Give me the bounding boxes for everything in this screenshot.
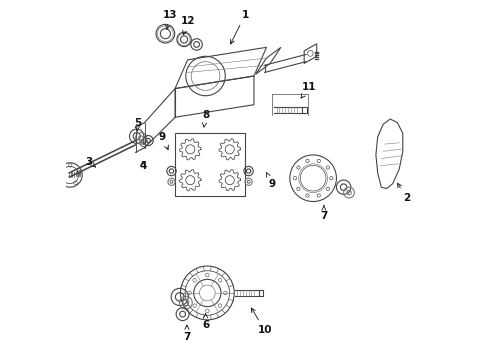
Text: 9: 9: [159, 132, 169, 150]
Text: 9: 9: [267, 172, 275, 189]
Bar: [175, 134, 245, 196]
Text: 13: 13: [163, 10, 177, 29]
Text: 6: 6: [202, 314, 209, 330]
Text: 1: 1: [231, 10, 248, 44]
Text: 4: 4: [139, 161, 147, 171]
Text: 5: 5: [134, 118, 141, 131]
Text: 2: 2: [397, 183, 410, 203]
Text: 8: 8: [202, 111, 209, 127]
Text: 7: 7: [183, 325, 191, 342]
Text: 11: 11: [301, 82, 317, 98]
Text: 3: 3: [85, 157, 96, 167]
Text: 10: 10: [251, 308, 272, 335]
Text: 12: 12: [180, 17, 195, 35]
Text: 7: 7: [320, 205, 328, 221]
